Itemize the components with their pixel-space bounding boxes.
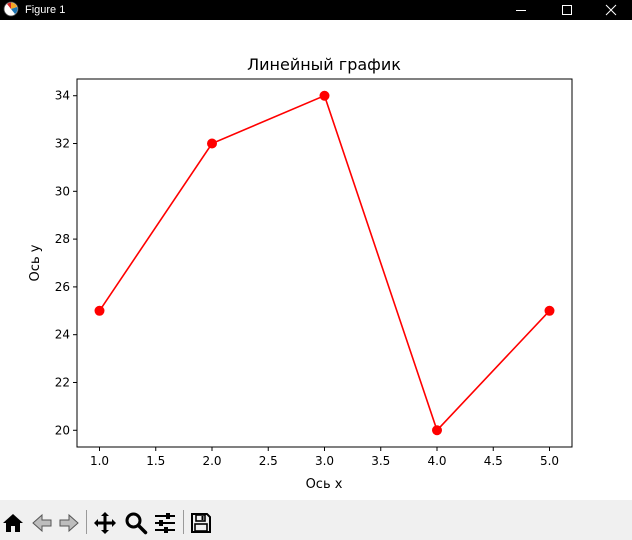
data-point xyxy=(544,305,555,316)
toolbar-separator xyxy=(86,510,87,534)
minimize-icon xyxy=(516,10,526,11)
forward-button[interactable] xyxy=(56,510,82,536)
arrow-left-icon xyxy=(32,513,52,533)
data-series xyxy=(94,90,555,436)
sliders-icon xyxy=(155,513,175,533)
arrow-right-icon xyxy=(59,513,79,533)
y-axis-label: Ось y xyxy=(28,244,43,281)
data-point xyxy=(94,305,105,316)
figure-canvas[interactable]: Линейный график 1.0 1.5 2.0 2.5 3.0 3.5 4.0 4.5… xyxy=(0,20,632,500)
y-axis-ticks: 20 22 24 26 28 30 32 34 xyxy=(55,89,77,437)
navigation-toolbar xyxy=(0,500,632,540)
maximize-icon xyxy=(562,5,572,15)
x-tick-label: 1.0 xyxy=(90,454,109,468)
y-tick-label: 24 xyxy=(55,328,70,342)
y-tick-label: 22 xyxy=(55,375,70,389)
maximize-button[interactable] xyxy=(544,0,590,20)
move-icon xyxy=(94,512,116,534)
x-tick-label: 5.0 xyxy=(540,454,559,468)
save-button[interactable] xyxy=(188,510,214,536)
window-title: Figure 1 xyxy=(25,4,66,16)
y-tick-label: 28 xyxy=(55,232,70,246)
window-titlebar[interactable]: Figure 1 xyxy=(0,0,632,20)
y-tick-label: 20 xyxy=(55,423,70,437)
matplotlib-logo-icon xyxy=(3,1,19,17)
x-tick-label: 2.0 xyxy=(202,454,221,468)
plot-area xyxy=(76,78,573,448)
line-chart: Линейный график 1.0 1.5 2.0 2.5 3.0 3.5 4.0 4.5… xyxy=(28,55,573,492)
home-icon xyxy=(3,514,23,532)
zoom-button[interactable] xyxy=(123,510,149,536)
y-tick-label: 34 xyxy=(55,89,70,103)
y-tick-label: 32 xyxy=(55,137,70,151)
x-tick-label: 1.5 xyxy=(146,454,165,468)
toolbar-separator xyxy=(183,510,184,534)
y-tick-label: 26 xyxy=(55,280,70,294)
pan-button[interactable] xyxy=(92,510,118,536)
x-tick-label: 3.0 xyxy=(315,454,334,468)
back-button[interactable] xyxy=(29,510,55,536)
x-axis-ticks: 1.0 1.5 2.0 2.5 3.0 3.5 4.0 4.5 5.0 xyxy=(90,447,559,468)
x-tick-label: 2.5 xyxy=(259,454,278,468)
data-point xyxy=(432,425,442,436)
x-axis-label: Ось x xyxy=(306,477,343,492)
close-icon xyxy=(605,4,617,16)
configure-subplots-button[interactable] xyxy=(152,510,178,536)
close-button[interactable] xyxy=(588,0,632,20)
chart-title: Линейный график xyxy=(247,55,401,74)
x-tick-label: 4.5 xyxy=(484,454,503,468)
y-tick-label: 30 xyxy=(55,184,70,198)
data-point xyxy=(207,138,217,149)
data-point xyxy=(319,90,330,101)
home-button[interactable] xyxy=(0,510,26,536)
magnifier-icon xyxy=(125,512,148,535)
floppy-disk-icon xyxy=(191,513,211,533)
x-tick-label: 3.5 xyxy=(371,454,390,468)
minimize-button[interactable] xyxy=(498,0,544,20)
x-tick-label: 4.0 xyxy=(427,454,446,468)
